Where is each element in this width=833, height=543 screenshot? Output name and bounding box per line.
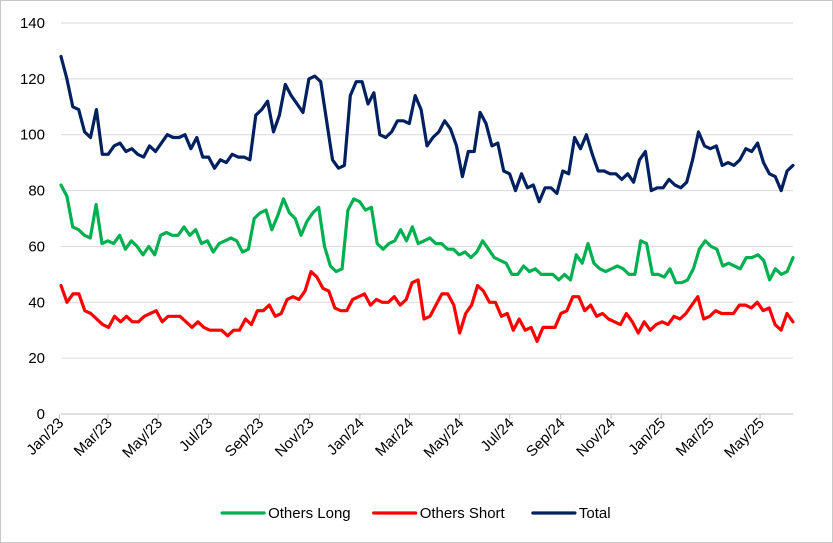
x-tick-label: Nov/23 — [272, 415, 318, 461]
series-line-total — [59, 54, 795, 204]
y-tick-label: 80 — [28, 183, 45, 200]
series-line-others-long — [59, 183, 795, 285]
x-tick-label: Sep/24 — [523, 415, 569, 461]
y-tick-label: 140 — [20, 15, 45, 32]
x-tick-label: Jan/24 — [324, 415, 368, 459]
y-tick-label: 100 — [20, 127, 45, 144]
y-tick-label: 40 — [28, 294, 45, 311]
x-tick-label: Mar/24 — [372, 415, 417, 460]
legend-label: Total — [579, 505, 611, 522]
x-tick-label: Mar/23 — [71, 415, 116, 460]
x-tick-label: Jul/23 — [176, 415, 216, 455]
x-tick-label: Sep/23 — [222, 415, 268, 461]
y-tick-label: 120 — [20, 71, 45, 88]
y-tick-label: 0 — [37, 406, 45, 423]
legend-label: Others Short — [420, 505, 506, 522]
y-tick-label: 60 — [28, 238, 45, 255]
x-tick-label: Jul/24 — [477, 415, 517, 455]
legend: Others Long Others Short Total — [220, 505, 611, 522]
series-line-others-short — [59, 270, 795, 343]
legend-label: Others Long — [268, 505, 351, 522]
x-tick-label: Jan/23 — [23, 415, 67, 459]
x-tick-label: Mar/25 — [673, 415, 718, 460]
series-lines — [59, 54, 795, 343]
x-tick-label: May/24 — [421, 415, 468, 462]
x-tick-label: May/25 — [721, 415, 768, 462]
x-tick-label: May/23 — [119, 415, 166, 462]
x-tick-label: Nov/24 — [573, 415, 619, 461]
x-tick-label: Jan/25 — [625, 415, 669, 459]
gridlines — [61, 22, 793, 359]
y-tick-label: 20 — [28, 350, 45, 367]
